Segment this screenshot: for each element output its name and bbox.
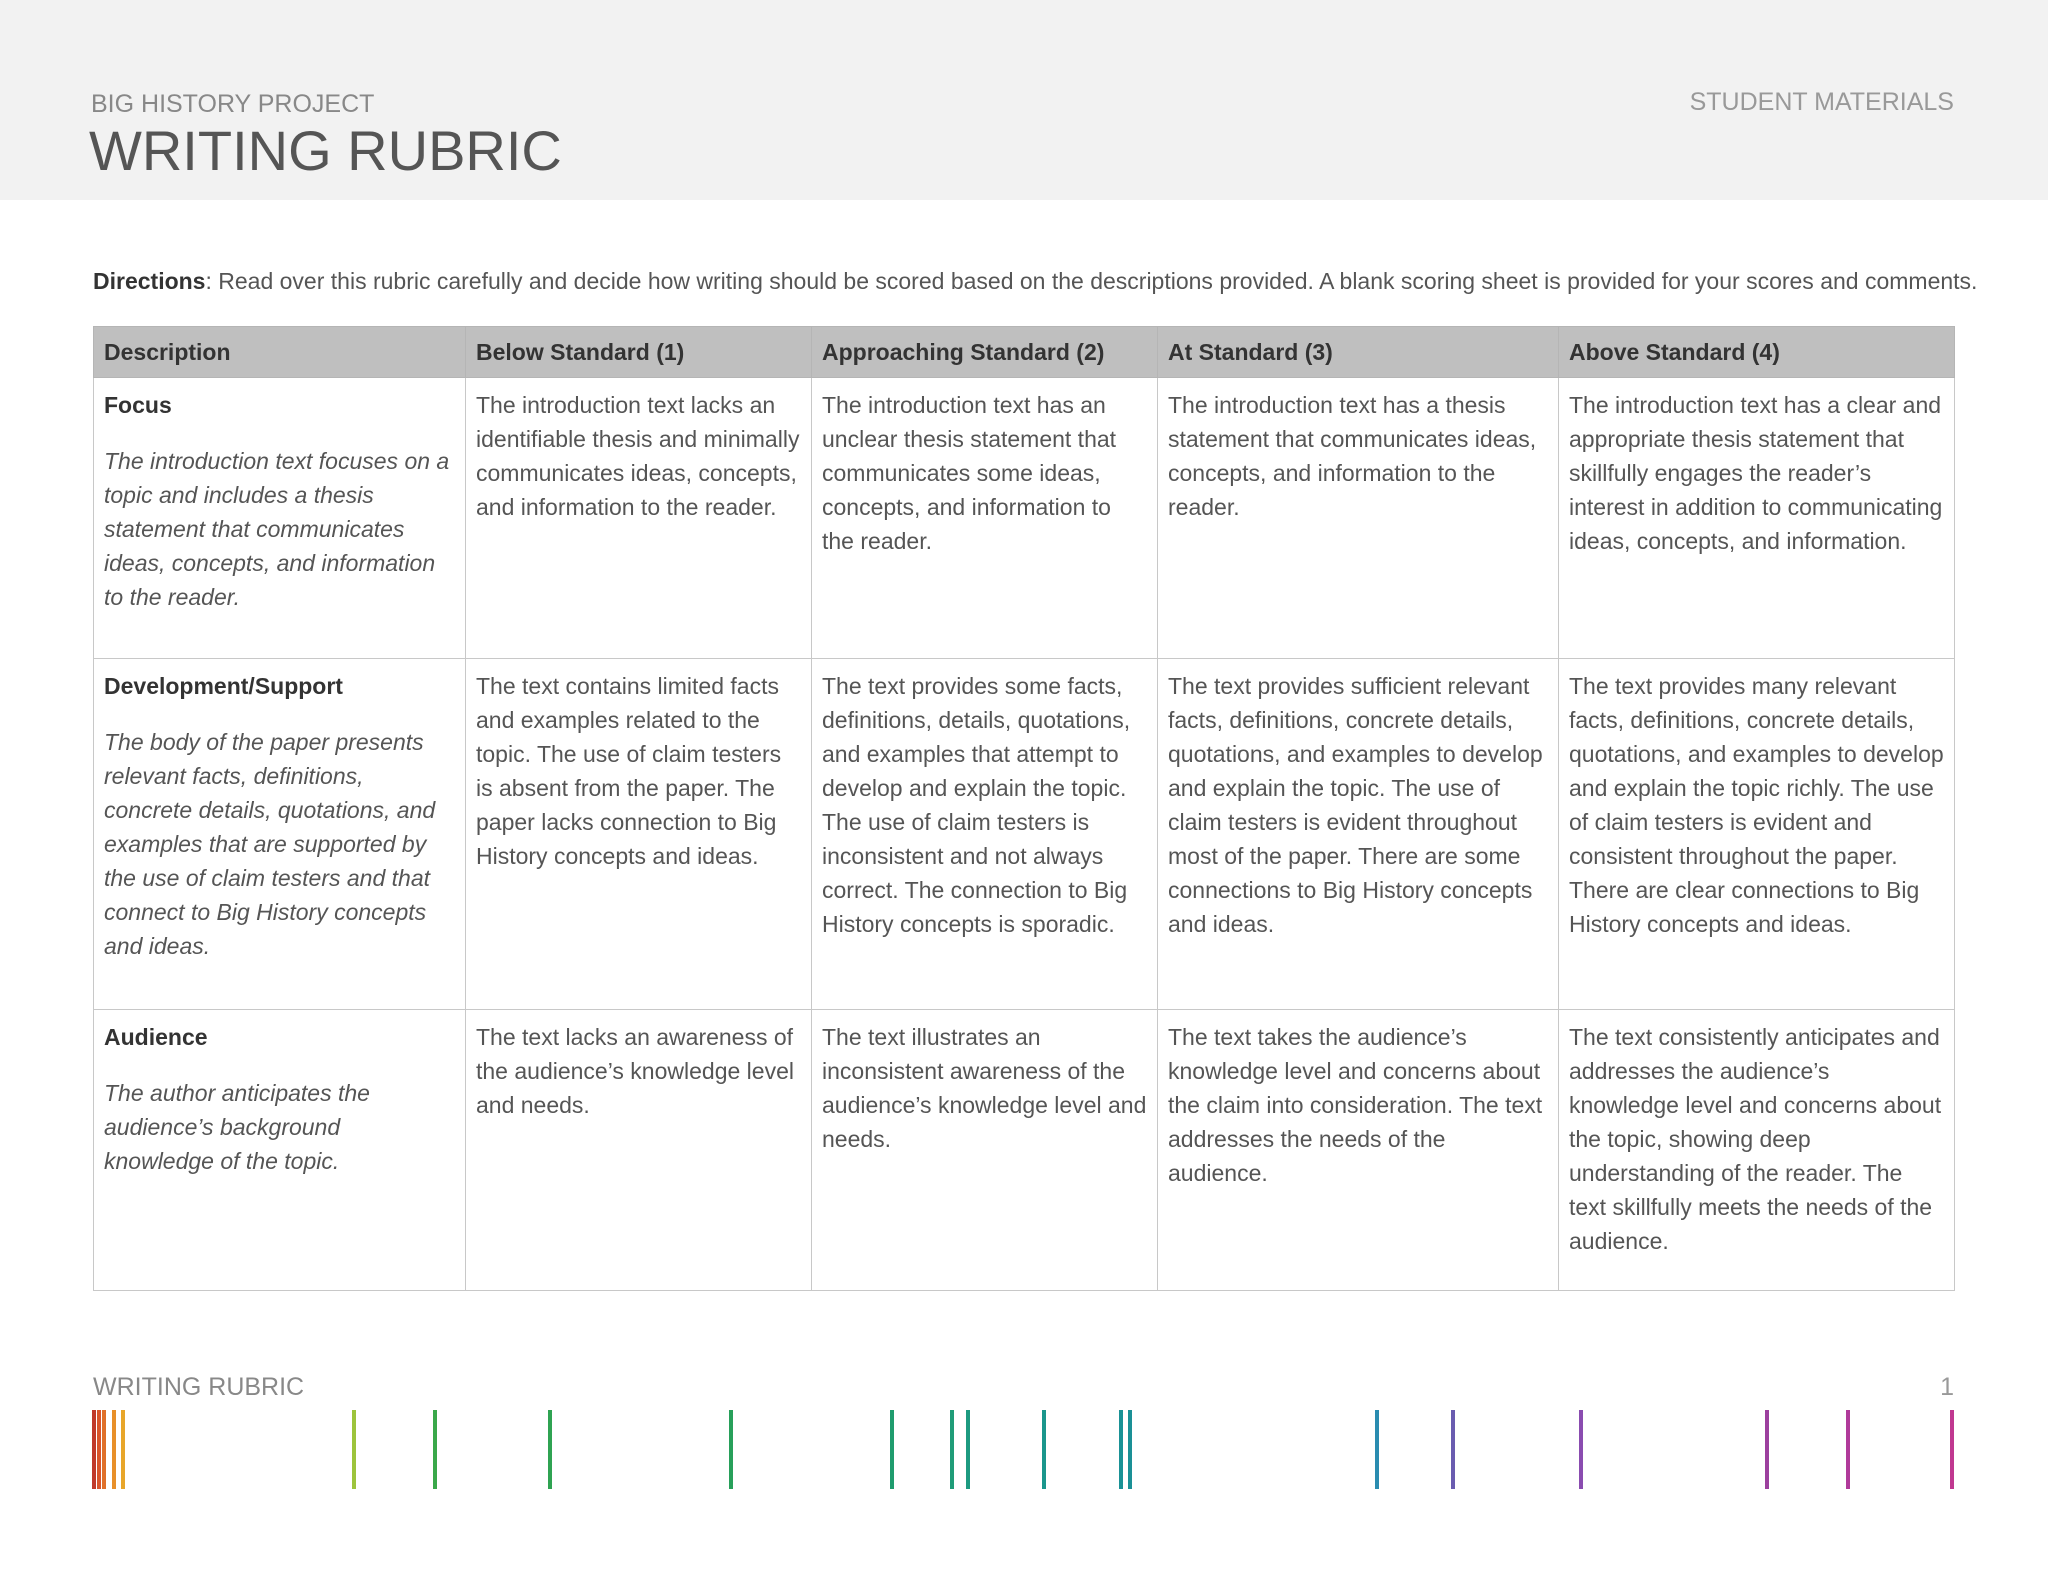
- rubric-cell: The text consistently anticipates and ad…: [1558, 1009, 1955, 1291]
- directions: Directions: Read over this rubric carefu…: [93, 268, 1977, 295]
- criterion-description: The introduction text focuses on a topic…: [104, 448, 450, 610]
- rubric-cell: The introduction text has a clear and ap…: [1558, 377, 1955, 659]
- rubric-row: Audience The author anticipates the audie…: [93, 1009, 1955, 1291]
- project-name: BIG HISTORY PROJECT: [91, 90, 375, 118]
- rubric-cell: The text provides many relevant facts, d…: [1558, 658, 1955, 1010]
- directions-label: Directions: [93, 268, 206, 294]
- column-header: Below Standard (1): [465, 326, 812, 378]
- criterion-name: Focus: [104, 392, 172, 418]
- rubric-cell: The introduction text lacks an identifia…: [465, 377, 812, 659]
- rubric-row: Focus The introduction text focuses on a …: [93, 377, 1955, 659]
- criterion-name: Development/Support: [104, 673, 343, 699]
- page-number: 1: [1940, 1373, 1954, 1401]
- criterion-description: The body of the paper presents relevant …: [104, 729, 436, 959]
- decorative-bars: [92, 1410, 1954, 1489]
- criterion-cell: Audience The author anticipates the audie…: [93, 1009, 466, 1291]
- rubric-cell: The text contains limited facts and exam…: [465, 658, 812, 1010]
- rubric-row: Development/Support The body of the paper…: [93, 658, 1955, 1010]
- page-title: WRITING RUBRIC: [89, 119, 562, 182]
- header-band: [0, 0, 2048, 200]
- header-row: Description Below Standard (1) Approaching…: [93, 326, 1955, 378]
- column-header: Description: [93, 326, 466, 378]
- criterion-cell: Focus The introduction text focuses on a …: [93, 377, 466, 659]
- rubric-cell: The text provides some facts, definition…: [811, 658, 1158, 1010]
- bars: [92, 1410, 1954, 1489]
- rubric-cell: The text lacks an awareness of the audie…: [465, 1009, 812, 1291]
- footer-title: WRITING RUBRIC: [93, 1373, 305, 1401]
- rubric-cell: The introduction text has an unclear the…: [811, 377, 1158, 659]
- rubric-cell: The text takes the audience’s knowledge …: [1157, 1009, 1559, 1291]
- column-header: At Standard (3): [1157, 326, 1559, 378]
- section-label: STUDENT MATERIALS: [1689, 88, 1954, 116]
- rubric-cell: The text illustrates an inconsistent awa…: [811, 1009, 1158, 1291]
- directions-text: : Read over this rubric carefully and de…: [205, 268, 1978, 294]
- criterion-cell: Development/Support The body of the paper…: [93, 658, 466, 1010]
- column-header: Above Standard (4): [1558, 326, 1955, 378]
- rubric-table: Description Below Standard (1) Approaching…: [93, 326, 1955, 1291]
- rubric-cell: The introduction text has a thesis state…: [1157, 377, 1559, 659]
- column-header: Approaching Standard (2): [811, 326, 1158, 378]
- criterion-description: The author anticipates the audience’s ba…: [104, 1080, 370, 1174]
- rubric-cell: The text provides sufficient relevant fa…: [1157, 658, 1559, 1010]
- criterion-name: Audience: [104, 1024, 208, 1050]
